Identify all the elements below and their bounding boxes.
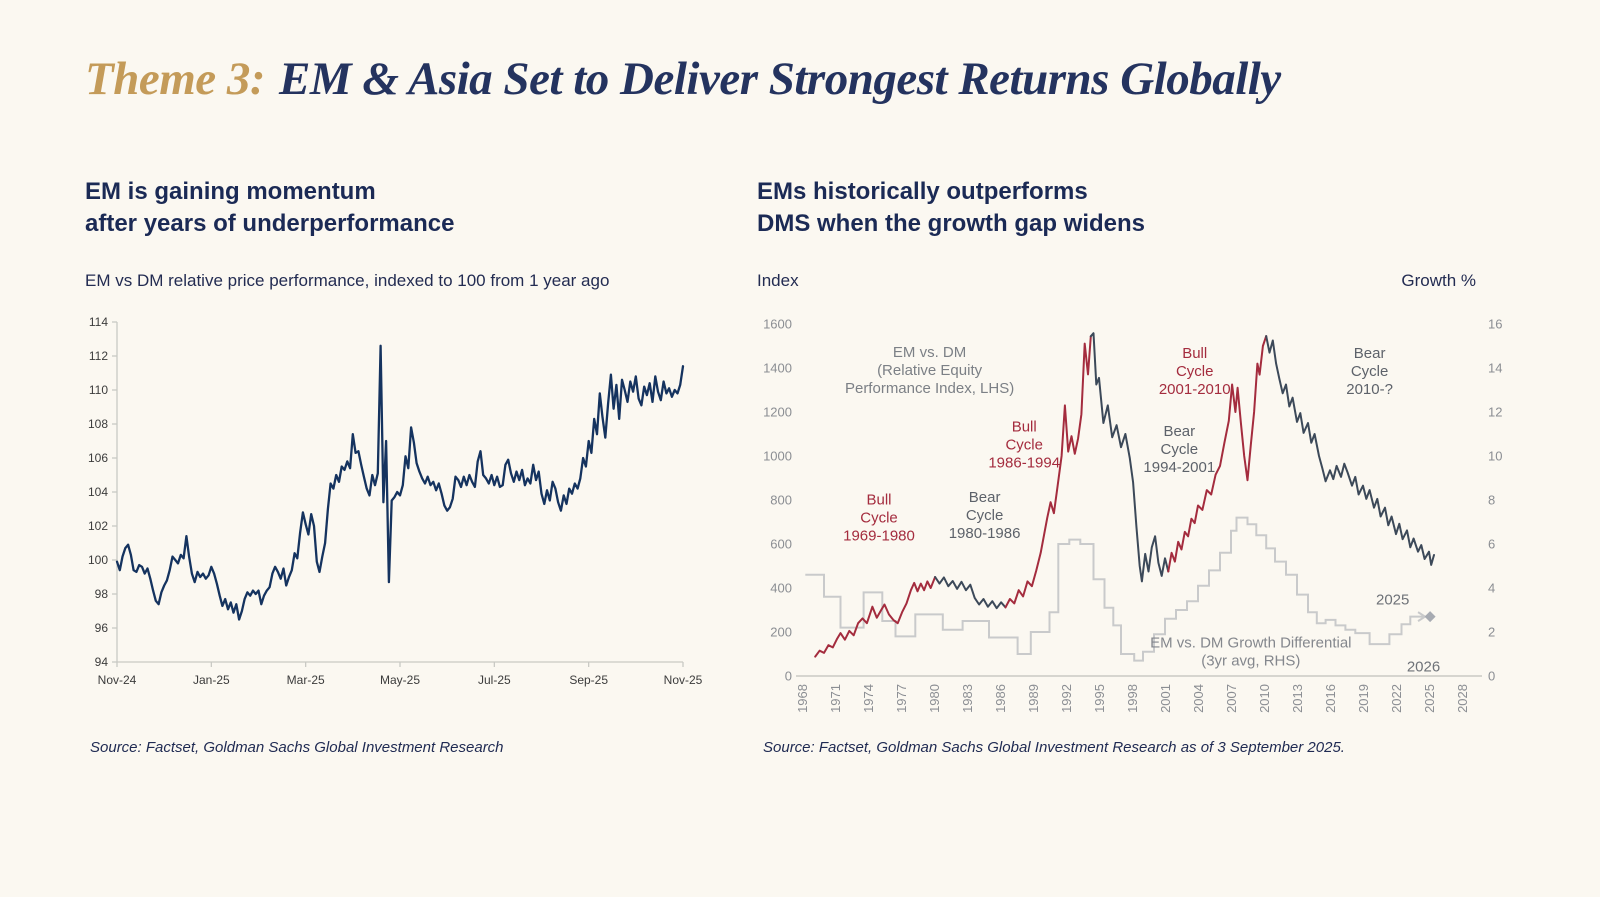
svg-text:Nov-24: Nov-24 [98, 673, 137, 687]
svg-text:800: 800 [770, 493, 792, 508]
svg-text:2025: 2025 [1422, 684, 1437, 713]
svg-text:112: 112 [89, 349, 108, 363]
svg-text:1992: 1992 [1059, 684, 1074, 713]
svg-text:1986: 1986 [993, 684, 1008, 713]
em-vs-dm-price-line-chart: 94 96 98 100 102 104 106 108 110 112 114 Nov-24 Jan-… [88, 315, 703, 687]
right-chart-right-axis-unit: Growth % [1401, 271, 1476, 290]
svg-text:0: 0 [785, 669, 792, 684]
svg-text:114: 114 [89, 315, 108, 329]
svg-text:96: 96 [95, 621, 109, 635]
svg-text:10: 10 [1488, 449, 1502, 464]
left-chart-subtitle: EM vs DM relative price performance, ind… [85, 271, 610, 290]
svg-text:0: 0 [1488, 669, 1495, 684]
svg-text:1974: 1974 [861, 684, 876, 713]
svg-text:400: 400 [770, 581, 792, 596]
svg-text:2: 2 [1488, 625, 1495, 640]
right-chart-left-axis-unit: Index [757, 271, 799, 290]
svg-text:2013: 2013 [1290, 684, 1305, 713]
svg-text:100: 100 [88, 553, 108, 567]
svg-text:4: 4 [1488, 581, 1495, 596]
svg-text:16: 16 [1488, 317, 1502, 332]
svg-text:1971: 1971 [828, 684, 843, 713]
svg-text:104: 104 [88, 485, 108, 499]
svg-text:6: 6 [1488, 537, 1495, 552]
svg-text:600: 600 [770, 537, 792, 552]
svg-text:1200: 1200 [763, 405, 792, 420]
svg-text:1968: 1968 [795, 684, 810, 713]
svg-text:2022: 2022 [1389, 684, 1404, 713]
svg-text:1998: 1998 [1125, 684, 1140, 713]
svg-text:Nov-25: Nov-25 [664, 673, 703, 687]
svg-text:108: 108 [88, 417, 108, 431]
svg-text:106: 106 [88, 451, 108, 465]
svg-text:12: 12 [1488, 405, 1502, 420]
svg-text:1977: 1977 [894, 684, 909, 713]
svg-text:Jan-25: Jan-25 [193, 673, 230, 687]
page-title: Theme 3: EM & Asia Set to Deliver Stronge… [85, 52, 1281, 106]
svg-text:8: 8 [1488, 493, 1495, 508]
svg-text:Sep-25: Sep-25 [569, 673, 608, 687]
theme-number-label: Theme 3: [85, 53, 266, 105]
svg-text:Mar-25: Mar-25 [287, 673, 325, 687]
title-text: EM & Asia Set to Deliver Strongest Retur… [279, 53, 1281, 105]
svg-text:2004: 2004 [1191, 684, 1206, 713]
right-heading-line2: DMS when the growth gap widens [757, 210, 1146, 237]
left-source-note: Source: Factset, Goldman Sachs Global In… [90, 739, 504, 756]
svg-text:Jul-25: Jul-25 [478, 673, 511, 687]
svg-text:200: 200 [770, 625, 792, 640]
svg-text:2001: 2001 [1158, 684, 1173, 713]
svg-text:2019: 2019 [1356, 684, 1371, 713]
svg-text:1400: 1400 [763, 361, 792, 376]
svg-text:102: 102 [88, 519, 108, 533]
right-heading-line1: EMs historically outperforms [757, 178, 1088, 205]
svg-text:2026: 2026 [1407, 659, 1440, 676]
svg-text:98: 98 [95, 587, 109, 601]
svg-text:1995: 1995 [1092, 684, 1107, 713]
svg-text:2010: 2010 [1257, 684, 1272, 713]
left-heading-line2: after years of underperformance [85, 210, 455, 237]
svg-text:2028: 2028 [1455, 684, 1470, 713]
svg-text:1600: 1600 [763, 317, 792, 332]
svg-text:1000: 1000 [763, 449, 792, 464]
right-source-note: Source: Factset, Goldman Sachs Global In… [763, 739, 1345, 756]
em-vs-dm-cycles-chart: 0 200 400 600 800 1000 1200 1400 1600 0 2 4 6 8 10 12 14… [763, 317, 1502, 713]
svg-text:94: 94 [95, 655, 109, 669]
svg-text:110: 110 [89, 383, 108, 397]
svg-text:2025: 2025 [1376, 591, 1409, 608]
svg-text:1983: 1983 [960, 684, 975, 713]
left-chart-heading: EM is gaining momentum after years of un… [85, 176, 454, 240]
svg-text:1980: 1980 [927, 684, 942, 713]
left-heading-line1: EM is gaining momentum [85, 178, 376, 205]
right-chart-heading: EMs historically outperforms DMS when th… [757, 176, 1145, 240]
svg-text:1989: 1989 [1026, 684, 1041, 713]
svg-text:2007: 2007 [1224, 684, 1239, 713]
svg-text:2016: 2016 [1323, 684, 1338, 713]
svg-text:EM vs. DM Growth Differential(: EM vs. DM Growth Differential (3yr avg, R… [1150, 634, 1351, 669]
svg-text:May-25: May-25 [380, 673, 420, 687]
svg-text:14: 14 [1488, 361, 1502, 376]
